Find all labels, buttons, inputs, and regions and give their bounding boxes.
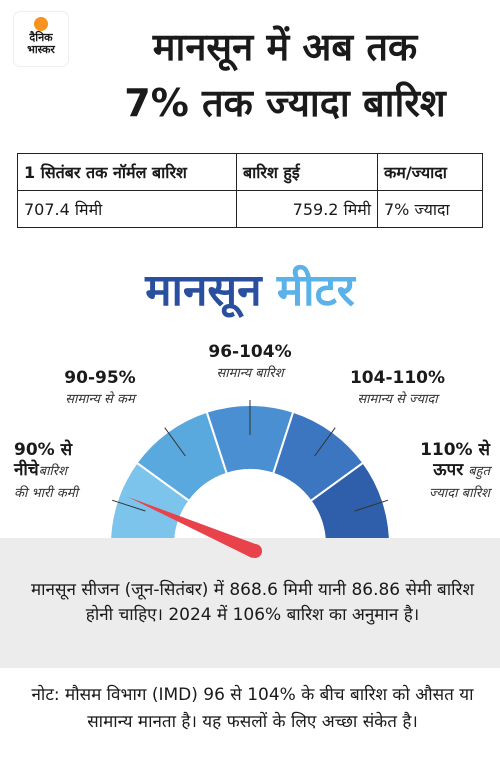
segment-label: 104-110% सामान्य से ज्यादा <box>330 368 465 410</box>
range: नीचे <box>14 460 39 480</box>
cell: 707.4 मिमी <box>17 190 237 228</box>
meter-title-part: मीटर <box>276 265 355 316</box>
desc: सामान्य बारिश <box>216 366 284 381</box>
meter-title: मानसून मीटर <box>0 258 500 318</box>
cell: 759.2 मिमी <box>236 190 378 228</box>
segment-label: 90-95% सामान्य से कम <box>40 368 160 410</box>
leader-line <box>164 427 186 457</box>
desc: बहुत <box>468 464 490 479</box>
segment-label: 96-104% सामान्य बारिश <box>185 342 315 384</box>
title: 7% तक ज्यादा बारिश <box>124 81 446 125</box>
header-cell: 1 सितंबर तक नॉर्मल बारिश <box>17 153 237 191</box>
logo-text: दैनिक <box>29 31 53 44</box>
segment-label: 110% से ऊपर बहुत ज्यादा बारिश <box>390 440 490 504</box>
note: नोट: मौसम विभाग (IMD) 96 से 104% के बीच … <box>31 685 474 732</box>
range: ऊपर <box>433 460 464 480</box>
leader-line <box>314 427 336 457</box>
logo-sun <box>34 17 48 31</box>
logo: दैनिक भास्कर <box>14 12 68 66</box>
summary: मानसून सीजन (जून-सितंबर) में 868.6 मिमी … <box>30 580 475 625</box>
table-header: 1 सितंबर तक नॉर्मल बारिश बारिश हुई कम/ज्… <box>17 153 483 191</box>
logo-text: भास्कर <box>27 43 55 56</box>
table-row: 707.4 मिमी 759.2 मिमी 7% ज्यादा <box>17 190 483 228</box>
data-table: 1 सितंबर तक नॉर्मल बारिश बारिश हुई कम/ज्… <box>17 153 483 228</box>
desc: की भारी कमी <box>14 486 78 501</box>
needle <box>128 497 258 558</box>
meter-title-part: मानसून <box>145 265 262 316</box>
range: 110% से <box>420 440 490 460</box>
desc: बारिश <box>38 464 67 479</box>
header-cell: बारिश हुई <box>236 153 378 191</box>
header-cell: कम/ज्यादा <box>377 153 483 191</box>
title: मानसून में अब तक <box>152 25 418 69</box>
needle-hub <box>248 544 262 558</box>
leader-line <box>111 499 146 512</box>
desc: ज्यादा बारिश <box>428 486 490 501</box>
desc: सामान्य से ज्यादा <box>357 392 438 407</box>
range: 90% से <box>14 440 73 460</box>
summary-box <box>0 538 500 668</box>
leader-line <box>354 499 389 512</box>
range: 90-95% <box>64 368 136 388</box>
range: 96-104% <box>208 342 292 362</box>
cell: 7% ज्यादा <box>377 190 483 228</box>
range: 104-110% <box>349 368 446 388</box>
desc: सामान्य से कम <box>65 392 135 407</box>
segment-label: 90% से नीचेबारिश की भारी कमी <box>14 440 124 504</box>
